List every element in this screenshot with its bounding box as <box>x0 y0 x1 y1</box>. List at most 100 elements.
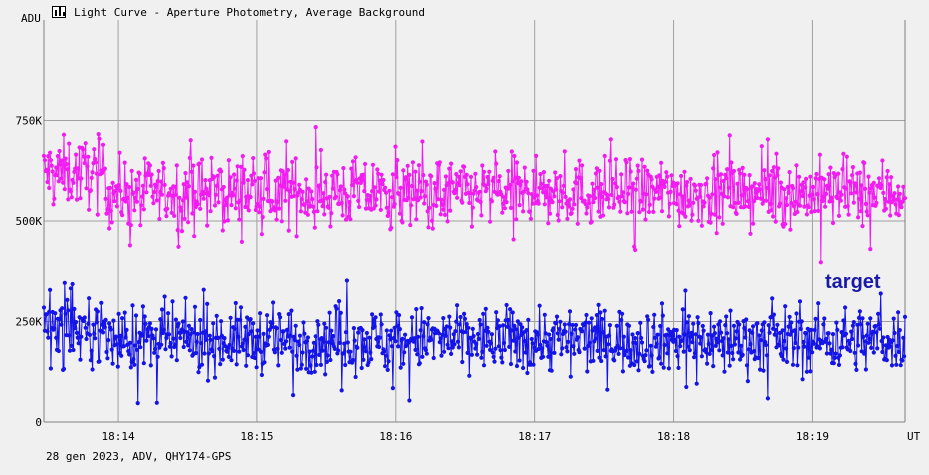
data-point <box>636 168 641 173</box>
data-point <box>888 344 893 349</box>
data-point <box>745 199 751 204</box>
data-point <box>138 223 143 228</box>
data-point <box>887 182 892 187</box>
data-point <box>317 352 322 357</box>
data-point <box>568 374 573 379</box>
data-point <box>71 347 76 353</box>
data-point <box>388 337 393 342</box>
data-point <box>114 204 119 209</box>
data-point <box>639 340 645 345</box>
data-point <box>393 144 398 149</box>
data-point <box>666 366 672 371</box>
data-point <box>161 327 166 332</box>
data-point <box>474 185 479 190</box>
data-point <box>180 198 185 203</box>
data-point <box>243 324 248 329</box>
data-point <box>187 155 192 161</box>
data-point <box>102 325 107 330</box>
data-point <box>383 185 388 190</box>
data-point <box>535 332 541 337</box>
data-point <box>265 313 270 318</box>
data-point <box>890 338 895 343</box>
data-point <box>221 184 226 190</box>
data-point <box>561 183 567 188</box>
target-annotation: target <box>825 271 881 293</box>
data-point <box>764 353 770 358</box>
data-point <box>437 160 442 165</box>
data-point <box>757 182 762 187</box>
data-point <box>297 333 303 338</box>
data-point <box>514 217 519 222</box>
data-point <box>144 190 149 195</box>
data-point <box>876 176 882 181</box>
data-point <box>133 195 138 201</box>
data-point <box>455 195 460 200</box>
data-point <box>649 353 654 358</box>
data-point <box>690 212 695 217</box>
data-point <box>402 350 407 355</box>
data-point <box>586 343 591 349</box>
data-point <box>278 337 283 343</box>
data-point <box>667 201 672 206</box>
data-point <box>273 178 278 183</box>
data-point <box>509 149 514 154</box>
data-point <box>525 370 530 376</box>
data-point <box>725 167 730 172</box>
data-point <box>693 188 698 193</box>
data-point <box>66 197 71 202</box>
data-point <box>72 306 77 312</box>
data-point <box>186 343 191 348</box>
data-point <box>305 212 310 217</box>
data-point <box>664 332 669 337</box>
data-point <box>118 188 123 193</box>
data-point <box>252 355 257 361</box>
data-point <box>490 350 495 355</box>
data-point <box>153 327 159 332</box>
data-point <box>798 189 803 194</box>
data-point <box>173 192 178 197</box>
data-point <box>440 202 445 207</box>
data-point <box>170 193 175 199</box>
data-point <box>711 166 716 171</box>
data-point <box>106 338 111 343</box>
data-point <box>772 332 777 337</box>
data-point <box>892 330 897 336</box>
data-point <box>84 336 89 342</box>
data-point <box>755 321 760 326</box>
data-point <box>183 295 188 300</box>
data-point <box>258 204 263 209</box>
data-point <box>172 213 177 218</box>
data-point <box>569 331 574 336</box>
data-point <box>100 142 106 147</box>
data-point <box>181 182 186 187</box>
data-point <box>784 202 790 208</box>
data-point <box>85 164 90 169</box>
data-point <box>630 185 635 190</box>
data-point <box>373 315 378 320</box>
data-point <box>489 332 494 337</box>
data-point <box>187 348 192 353</box>
data-point <box>518 322 523 327</box>
data-point <box>836 171 841 176</box>
data-point <box>58 162 63 167</box>
data-point <box>186 323 191 328</box>
data-point <box>86 321 91 326</box>
data-point <box>525 187 530 192</box>
data-point <box>304 177 309 182</box>
data-point <box>492 359 497 364</box>
data-point <box>536 201 541 206</box>
data-point <box>53 311 58 316</box>
data-point <box>412 196 417 201</box>
data-point <box>94 171 99 176</box>
data-point <box>786 190 791 195</box>
data-point <box>858 209 863 214</box>
data-point <box>645 314 650 319</box>
data-point <box>173 317 178 322</box>
data-point <box>96 132 101 137</box>
data-point <box>416 198 421 203</box>
data-point <box>159 179 164 184</box>
data-point <box>228 175 233 180</box>
data-point <box>742 326 747 331</box>
data-point <box>558 174 563 179</box>
data-point <box>797 203 803 208</box>
